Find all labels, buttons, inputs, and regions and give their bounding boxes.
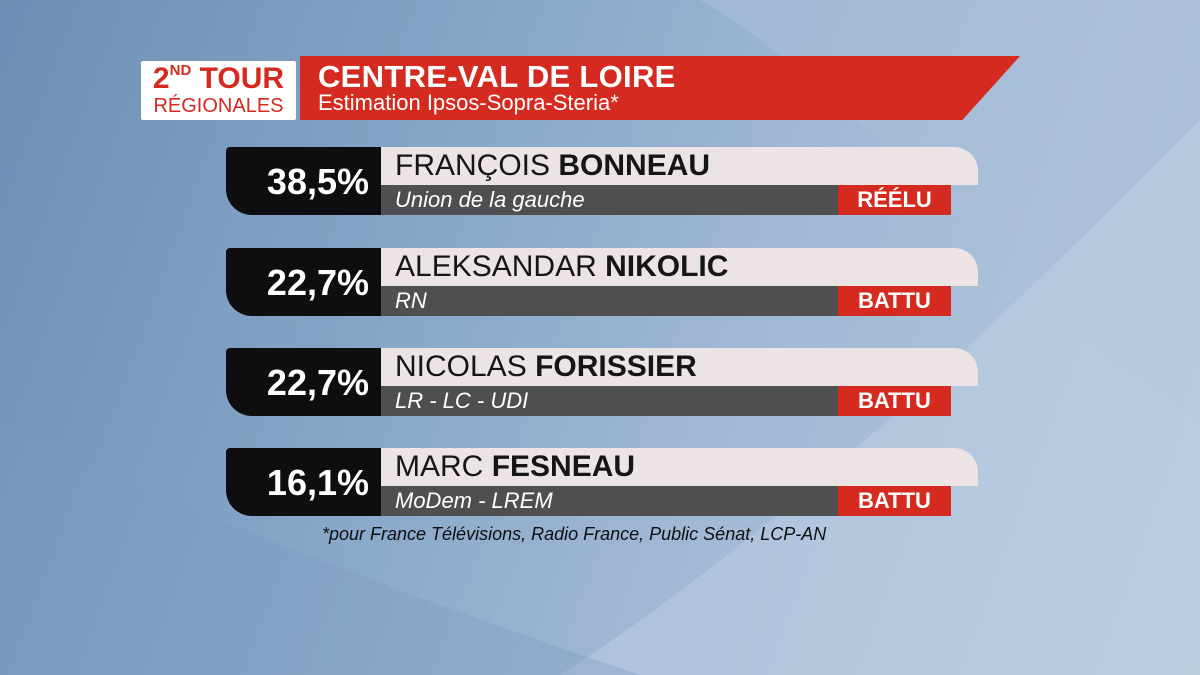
party-name: Union de la gauche — [395, 187, 585, 212]
candidate-name: MARC FESNEAU — [395, 450, 636, 483]
status-badge: BATTU — [838, 286, 951, 316]
percent-value: 16,1% — [266, 462, 369, 503]
region-title: CENTRE-VAL DE LOIRE — [318, 59, 676, 94]
party-name: MoDem - LREM — [395, 488, 553, 513]
status-badge: BATTU — [838, 486, 951, 516]
name-bar: MARC FESNEAU — [381, 448, 978, 486]
candidate-name: NICOLAS FORISSIER — [395, 350, 697, 383]
percent-value: 22,7% — [266, 362, 369, 403]
percent-box: 38,5% — [226, 147, 381, 215]
status-badge: RÉÉLU — [838, 185, 951, 215]
status-badge: BATTU — [838, 386, 951, 416]
party-name: RN — [395, 288, 427, 313]
party-bar: LR - LC - UDI — [381, 386, 838, 416]
party-bar: MoDem - LREM — [381, 486, 838, 516]
candidate-row: 38,5% FRANÇOIS BONNEAU Union de la gauch… — [226, 147, 978, 215]
region-banner: CENTRE-VAL DE LOIRE Estimation Ipsos-Sop… — [300, 56, 1020, 120]
party-name: LR - LC - UDI — [395, 388, 529, 413]
candidate-row: 22,7% ALEKSANDAR NIKOLIC RN BATTU — [226, 248, 978, 316]
name-bar: NICOLAS FORISSIER — [381, 348, 978, 386]
round-label: 2ND TOUR — [152, 62, 285, 95]
percent-value: 38,5% — [266, 161, 369, 202]
poll-source: Estimation Ipsos-Sopra-Steria* — [318, 90, 619, 115]
round-badge: 2ND TOUR RÉGIONALES — [141, 61, 296, 120]
percent-box: 22,7% — [226, 248, 381, 316]
percent-box: 16,1% — [226, 448, 381, 516]
election-label: RÉGIONALES — [153, 95, 284, 117]
name-bar: FRANÇOIS BONNEAU — [381, 147, 978, 185]
name-bar: ALEKSANDAR NIKOLIC — [381, 248, 978, 286]
footnote: *pour France Télévisions, Radio France, … — [322, 524, 827, 544]
candidate-name: ALEKSANDAR NIKOLIC — [395, 250, 729, 283]
candidate-row: 22,7% NICOLAS FORISSIER LR - LC - UDI BA… — [226, 348, 978, 416]
party-bar: RN — [381, 286, 838, 316]
candidate-row: 16,1% MARC FESNEAU MoDem - LREM BATTU — [226, 448, 978, 516]
percent-value: 22,7% — [266, 262, 369, 303]
party-bar: Union de la gauche — [381, 185, 838, 215]
candidate-name: FRANÇOIS BONNEAU — [395, 149, 711, 182]
percent-box: 22,7% — [226, 348, 381, 416]
